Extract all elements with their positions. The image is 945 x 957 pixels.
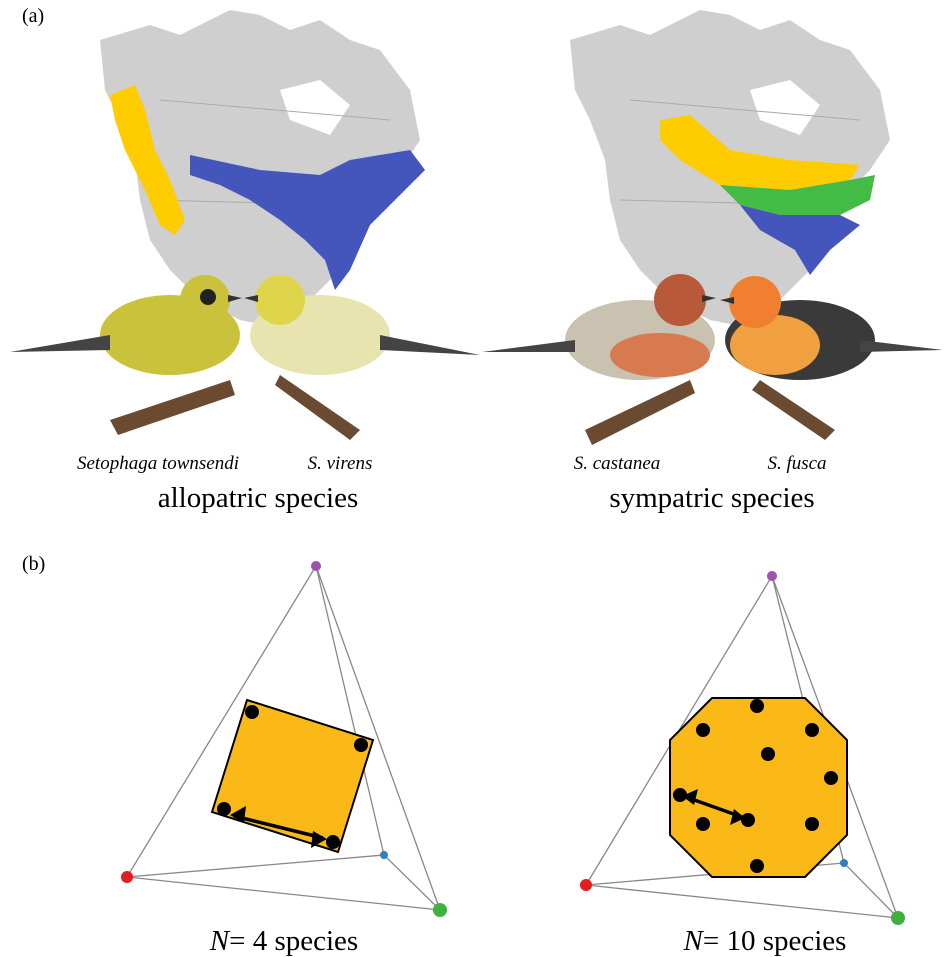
caption: N= 4 species bbox=[209, 925, 358, 957]
caption: sympatric species bbox=[609, 482, 814, 514]
symbol: N bbox=[209, 925, 231, 957]
species-name: Setophaga townsendi bbox=[77, 453, 239, 474]
range-map bbox=[99, 9, 425, 331]
species-name: S. castanea bbox=[574, 453, 661, 474]
species-name: S. fusca bbox=[767, 453, 826, 474]
panel-label: (a) bbox=[22, 5, 44, 27]
tetrahedron bbox=[121, 561, 447, 917]
species-name: S. virens bbox=[308, 453, 373, 474]
panel-label: (b) bbox=[22, 553, 45, 575]
caption: N= 10 species bbox=[683, 925, 847, 957]
range-map bbox=[569, 9, 891, 331]
caption-text: = 10 species bbox=[703, 925, 847, 957]
caption: allopatric species bbox=[158, 482, 359, 514]
caption-text: = 4 species bbox=[229, 925, 358, 957]
symbol: N bbox=[683, 925, 705, 957]
bird-illustrations bbox=[10, 274, 943, 445]
tetrahedron bbox=[580, 571, 905, 925]
